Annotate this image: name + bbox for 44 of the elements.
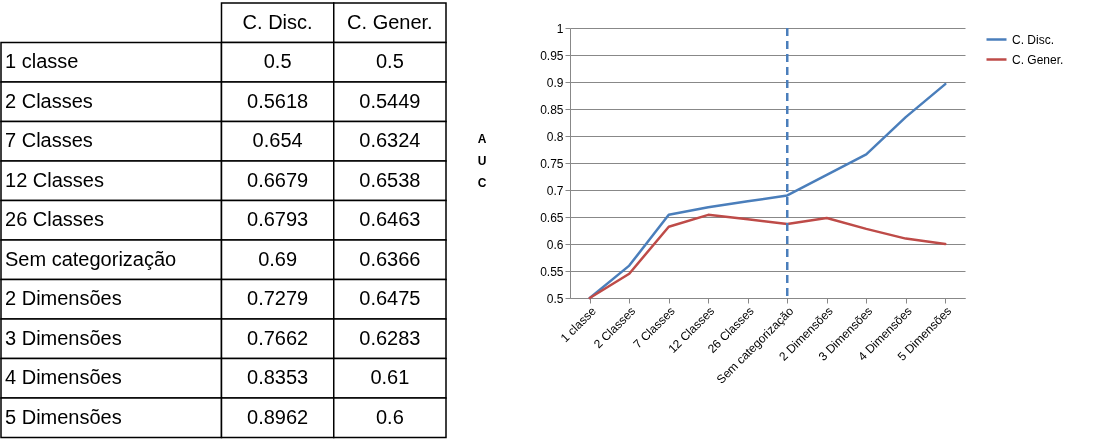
data-label: 0.5618: [247, 89, 309, 112]
data-label: 0.6793: [247, 208, 309, 231]
y-tick-label: 4 Dimensões: [5, 366, 122, 389]
data-label: 0.5: [263, 50, 292, 73]
y-tick-label: Sem categorização: [5, 247, 177, 270]
legend-label: C. Disc.: [1012, 32, 1054, 47]
y-tick-label: 0.85: [540, 102, 564, 117]
line-series: [588, 213, 947, 300]
y-tick-label: 1: [556, 21, 564, 36]
data-label: 0.654: [252, 129, 303, 152]
y-tick-label: 0.95: [540, 48, 564, 63]
y-tick-label: 0.8: [546, 129, 564, 144]
y-tick-label: 26 Classes: [5, 208, 104, 231]
y-tick-label: 0.55: [540, 264, 564, 279]
data-label: 0.5: [375, 50, 404, 73]
data-label: 0.6475: [359, 287, 421, 310]
data-label: 0.6366: [359, 247, 421, 270]
y-tick-label: 0.5: [546, 291, 564, 306]
data-label: 0.69: [258, 247, 298, 270]
y-tick-label: 1 classe: [5, 50, 79, 73]
data-label: 0.5449: [359, 89, 421, 112]
y-tick-label: 7 Classes: [5, 129, 93, 152]
data-label: 0.6463: [359, 208, 421, 231]
data-label: 0.8353: [247, 366, 309, 389]
y-tick-label: 0.6: [546, 237, 564, 252]
y-tick-label: 2 Dimensões: [5, 287, 122, 310]
data-label: 0.8962: [247, 405, 309, 428]
data-label: 0.6324: [359, 129, 421, 152]
y-tick-label: 12 Classes: [5, 168, 104, 191]
data-label: 0.6: [375, 405, 404, 428]
y-tick-label: 5 Dimensões: [5, 405, 122, 428]
data-label: 0.6538: [359, 168, 421, 191]
data-label: 0.6679: [247, 168, 309, 191]
data-label: 0.61: [370, 366, 410, 389]
data-label: 0.7662: [247, 326, 309, 349]
y-tick-label: 2 Classes: [5, 89, 93, 112]
y-tick-label: 0.75: [540, 156, 564, 171]
data-label: 0.7279: [247, 287, 309, 310]
y-axis-title: AUC: [477, 131, 487, 190]
y-tick-label: 0.9: [546, 75, 564, 90]
y-tick-label: 0.7: [546, 183, 564, 198]
y-tick-label: 0.65: [540, 210, 564, 225]
data-label: 0.6283: [359, 326, 421, 349]
legend-label: C. Gener.: [1012, 52, 1064, 67]
